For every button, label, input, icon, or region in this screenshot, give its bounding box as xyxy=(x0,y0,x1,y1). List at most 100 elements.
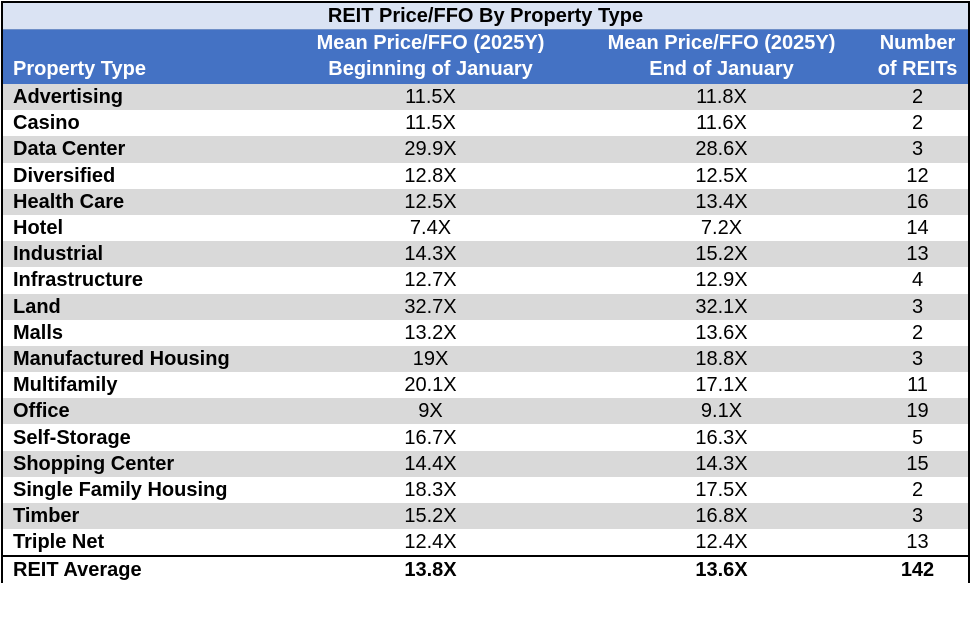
end-january-cell: 13.6X xyxy=(576,319,867,346)
header-property-type: Property Type xyxy=(3,29,285,84)
end-january-cell: 11.8X xyxy=(576,84,867,111)
number-of-reits-cell: 12 xyxy=(867,162,969,189)
header-beginning-january-line2: Beginning of January xyxy=(328,58,533,80)
end-january-cell: 16.8X xyxy=(576,503,867,530)
header-beginning-january: Mean Price/FFO (2025Y) Beginning of Janu… xyxy=(285,29,576,84)
table-title: REIT Price/FFO By Property Type xyxy=(3,3,969,30)
end-january-cell: 9.1X xyxy=(576,398,867,425)
number-of-reits-cell: 3 xyxy=(867,345,969,373)
table-row: Multifamily 20.1X 17.1X 11 xyxy=(3,372,969,399)
reit-price-ffo-table: REIT Price/FFO By Property Type Property… xyxy=(1,1,970,584)
end-january-cell: 15.2X xyxy=(576,241,867,268)
number-of-reits-cell: 2 xyxy=(867,84,969,111)
beginning-january-cell: 13.2X xyxy=(285,319,576,346)
end-january-cell: 14.3X xyxy=(576,450,867,477)
table-row: Triple Net 12.4X 12.4X 13 xyxy=(3,529,969,557)
table-row: Hotel 7.4X 7.2X 14 xyxy=(3,214,969,242)
end-january-cell: 11.6X xyxy=(576,110,867,137)
beginning-january-cell: 11.5X xyxy=(285,84,576,111)
property-type-cell: Triple Net xyxy=(3,529,285,557)
beginning-january-cell: 19X xyxy=(285,345,576,373)
end-january-cell: 7.2X xyxy=(576,214,867,242)
table-row: Data Center 29.9X 28.6X 3 xyxy=(3,136,969,163)
property-type-cell: Self-Storage xyxy=(3,424,285,451)
number-of-reits-cell: 11 xyxy=(867,372,969,399)
table-row: Self-Storage 16.7X 16.3X 5 xyxy=(3,424,969,451)
table-row: Casino 11.5X 11.6X 2 xyxy=(3,110,969,137)
number-of-reits-cell: 2 xyxy=(867,476,969,503)
data-table: REIT Price/FFO By Property Type Property… xyxy=(3,3,969,584)
number-of-reits-cell: 4 xyxy=(867,267,969,294)
property-type-cell: Multifamily xyxy=(3,372,285,399)
property-type-cell: Health Care xyxy=(3,188,285,215)
property-type-cell: Malls xyxy=(3,319,285,346)
number-of-reits-cell: 3 xyxy=(867,136,969,163)
end-january-cell: 12.4X xyxy=(576,529,867,557)
end-january-cell: 12.5X xyxy=(576,162,867,189)
beginning-january-cell: 29.9X xyxy=(285,136,576,163)
property-type-cell: Timber xyxy=(3,503,285,530)
header-end-january-line2: End of January xyxy=(649,58,794,80)
table-row: Infrastructure 12.7X 12.9X 4 xyxy=(3,267,969,294)
header-end-january-line1: Mean Price/FFO (2025Y) xyxy=(607,32,836,54)
table-row: Manufactured Housing 19X 18.8X 3 xyxy=(3,345,969,373)
end-january-cell: 32.1X xyxy=(576,293,867,320)
table-row: Malls 13.2X 13.6X 2 xyxy=(3,319,969,346)
end-january-cell: 18.8X xyxy=(576,345,867,373)
header-row: Property Type Mean Price/FFO (2025Y) Beg… xyxy=(3,29,969,84)
end-january-cell: 17.1X xyxy=(576,372,867,399)
property-type-cell: Hotel xyxy=(3,214,285,242)
property-type-cell: Land xyxy=(3,293,285,320)
property-type-cell: Diversified xyxy=(3,162,285,189)
average-end-january-cell: 13.6X xyxy=(576,555,867,584)
header-property-type-line2: Property Type xyxy=(13,58,146,80)
number-of-reits-cell: 2 xyxy=(867,110,969,137)
property-type-cell: Single Family Housing xyxy=(3,476,285,503)
beginning-january-cell: 12.5X xyxy=(285,188,576,215)
beginning-january-cell: 12.8X xyxy=(285,162,576,189)
end-january-cell: 12.9X xyxy=(576,267,867,294)
beginning-january-cell: 12.4X xyxy=(285,529,576,557)
table-row: Advertising 11.5X 11.8X 2 xyxy=(3,84,969,111)
end-january-cell: 16.3X xyxy=(576,424,867,451)
property-type-cell: Advertising xyxy=(3,84,285,111)
beginning-january-cell: 9X xyxy=(285,398,576,425)
number-of-reits-cell: 15 xyxy=(867,450,969,477)
header-number-of-reits-line1: Number xyxy=(879,32,956,54)
header-beginning-january-line1: Mean Price/FFO (2025Y) xyxy=(316,32,545,54)
average-beginning-january-cell: 13.8X xyxy=(285,555,576,584)
beginning-january-cell: 20.1X xyxy=(285,372,576,399)
beginning-january-cell: 16.7X xyxy=(285,424,576,451)
end-january-cell: 13.4X xyxy=(576,188,867,215)
table-row: Industrial 14.3X 15.2X 13 xyxy=(3,241,969,268)
header-number-of-reits: Number of REITs xyxy=(867,29,969,84)
property-type-cell: Casino xyxy=(3,110,285,137)
table-row: Health Care 12.5X 13.4X 16 xyxy=(3,188,969,215)
property-type-cell: Manufactured Housing xyxy=(3,345,285,373)
reit-average-row: REIT Average 13.8X 13.6X 142 xyxy=(3,555,969,584)
number-of-reits-cell: 19 xyxy=(867,398,969,425)
header-end-january: Mean Price/FFO (2025Y) End of January xyxy=(576,29,867,84)
number-of-reits-cell: 16 xyxy=(867,188,969,215)
number-of-reits-cell: 14 xyxy=(867,214,969,242)
average-number-of-reits-cell: 142 xyxy=(867,555,969,584)
property-type-cell: Shopping Center xyxy=(3,450,285,477)
title-row: REIT Price/FFO By Property Type xyxy=(3,3,969,30)
table-row: Single Family Housing 18.3X 17.5X 2 xyxy=(3,476,969,503)
table-row: Timber 15.2X 16.8X 3 xyxy=(3,503,969,530)
beginning-january-cell: 14.4X xyxy=(285,450,576,477)
beginning-january-cell: 7.4X xyxy=(285,214,576,242)
table-row: Land 32.7X 32.1X 3 xyxy=(3,293,969,320)
beginning-january-cell: 14.3X xyxy=(285,241,576,268)
table-row: Diversified 12.8X 12.5X 12 xyxy=(3,162,969,189)
number-of-reits-cell: 3 xyxy=(867,503,969,530)
end-january-cell: 28.6X xyxy=(576,136,867,163)
beginning-january-cell: 12.7X xyxy=(285,267,576,294)
property-type-cell: Infrastructure xyxy=(3,267,285,294)
end-january-cell: 17.5X xyxy=(576,476,867,503)
property-type-cell: Industrial xyxy=(3,241,285,268)
beginning-january-cell: 15.2X xyxy=(285,503,576,530)
property-type-cell: Data Center xyxy=(3,136,285,163)
number-of-reits-cell: 2 xyxy=(867,319,969,346)
table-row: Office 9X 9.1X 19 xyxy=(3,398,969,425)
